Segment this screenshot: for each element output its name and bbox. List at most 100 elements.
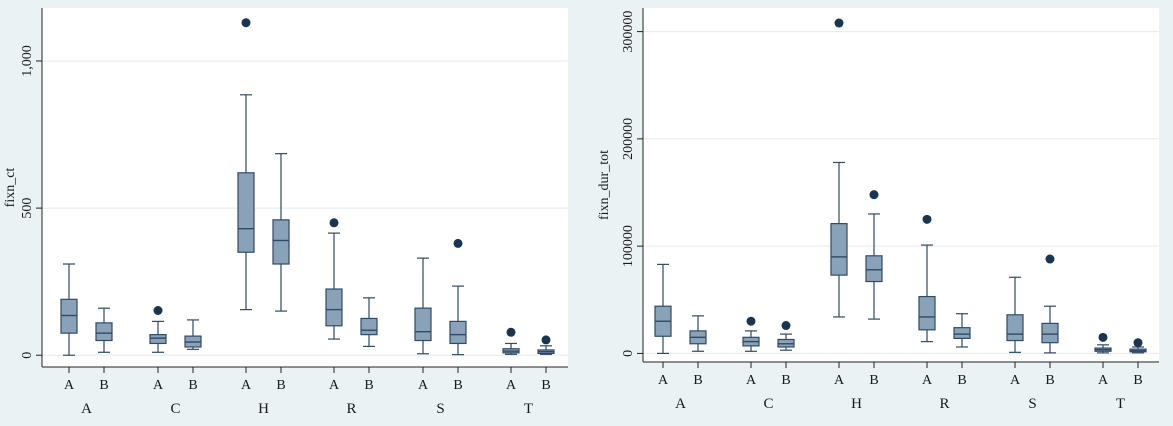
outlier-point: [153, 306, 163, 316]
box-body: [60, 298, 78, 334]
outlier-point: [1045, 254, 1055, 264]
box-body: [149, 334, 167, 345]
x-tick-label: B: [541, 378, 550, 393]
outlier-point: [746, 316, 756, 326]
box-s-a: [414, 257, 432, 355]
y-tick-label: 300000: [621, 11, 636, 53]
y-tick-label: 1,000: [20, 45, 35, 76]
group-label: S: [1028, 396, 1036, 412]
box-body: [449, 320, 467, 345]
group-label: T: [524, 401, 533, 417]
x-tick-label: B: [869, 373, 878, 388]
x-tick-label: A: [506, 378, 517, 393]
outlier-point: [329, 218, 339, 228]
outlier-point: [781, 321, 791, 331]
outlier-point: [241, 18, 251, 28]
x-tick-label: B: [1133, 373, 1142, 388]
box-body: [1006, 314, 1024, 342]
box-body: [360, 317, 378, 336]
y-tick-label: 0: [20, 352, 35, 359]
x-tick-label: A: [922, 373, 933, 388]
box-body: [830, 223, 848, 276]
x-tick-label: B: [1045, 373, 1054, 388]
box-h-a: [237, 18, 255, 311]
box-c-a: [149, 306, 167, 353]
box-s-b: [1041, 254, 1059, 354]
x-tick-label: A: [1098, 373, 1109, 388]
group-label: H: [258, 401, 269, 417]
x-tick-label: A: [834, 373, 845, 388]
x-tick-label: A: [418, 378, 429, 393]
y-tick-label: 100000: [621, 225, 636, 267]
outlier-point: [1098, 332, 1108, 342]
x-tick-label: B: [364, 378, 373, 393]
box-t-b: [537, 335, 555, 355]
box-s-a: [1006, 276, 1024, 353]
group-label: A: [81, 401, 92, 417]
group-label: H: [851, 396, 862, 412]
box-t-a: [502, 327, 520, 355]
x-tick-label: B: [957, 373, 966, 388]
y-tick-label: 0: [621, 350, 636, 357]
plot-area: [42, 8, 568, 367]
outlier-point: [506, 327, 516, 337]
box-body: [414, 307, 432, 342]
box-body: [272, 219, 290, 265]
box-r-a: [918, 214, 936, 343]
x-tick-label: A: [329, 378, 340, 393]
box-body: [918, 295, 936, 331]
x-tick-label: A: [658, 373, 669, 388]
box-h-b: [272, 153, 290, 312]
x-tick-label: B: [99, 378, 108, 393]
group-label: S: [436, 401, 444, 417]
outlier-point: [869, 190, 879, 200]
box-body: [325, 288, 343, 327]
x-tick-label: A: [241, 378, 252, 393]
x-tick-label: A: [746, 373, 757, 388]
box-a-b: [689, 315, 707, 352]
box-body: [953, 327, 971, 340]
x-tick-label: B: [781, 373, 790, 388]
x-tick-label: A: [64, 378, 75, 393]
box-h-b: [865, 190, 883, 320]
outlier-point: [834, 18, 844, 28]
box-c-b: [184, 319, 202, 350]
box-a-a: [654, 263, 672, 355]
box-a-a: [60, 263, 78, 356]
box-h-a: [830, 18, 848, 318]
box-c-b: [777, 321, 795, 351]
x-tick-label: B: [276, 378, 285, 393]
group-label: C: [170, 401, 180, 417]
outlier-point: [541, 335, 551, 345]
x-tick-label: B: [188, 378, 197, 393]
box-body: [95, 322, 113, 342]
x-tick-label: A: [153, 378, 164, 393]
group-label: C: [763, 396, 773, 412]
outlier-point: [453, 238, 463, 248]
group-label: A: [675, 396, 686, 412]
box-r-a: [325, 218, 343, 340]
group-label: T: [1116, 396, 1125, 412]
y-tick-label: 500: [20, 198, 35, 219]
outlier-point: [922, 214, 932, 224]
plot-area: [643, 8, 1159, 362]
box-t-b: [1129, 338, 1147, 354]
box-a-b: [95, 307, 113, 353]
box-s-b: [449, 238, 467, 356]
group-label: R: [346, 401, 356, 417]
box-body: [1041, 322, 1059, 344]
x-tick-label: B: [453, 378, 462, 393]
y-axis-label: fixn_ct: [3, 168, 18, 208]
outlier-point: [1133, 338, 1143, 348]
y-axis-label: fixn_dur_tot: [597, 150, 612, 220]
box-r-b: [360, 297, 378, 348]
box-t-a: [1094, 332, 1112, 354]
box-r-b: [953, 313, 971, 348]
box-c-a: [742, 316, 760, 352]
group-label: R: [939, 396, 949, 412]
x-tick-label: B: [693, 373, 702, 388]
